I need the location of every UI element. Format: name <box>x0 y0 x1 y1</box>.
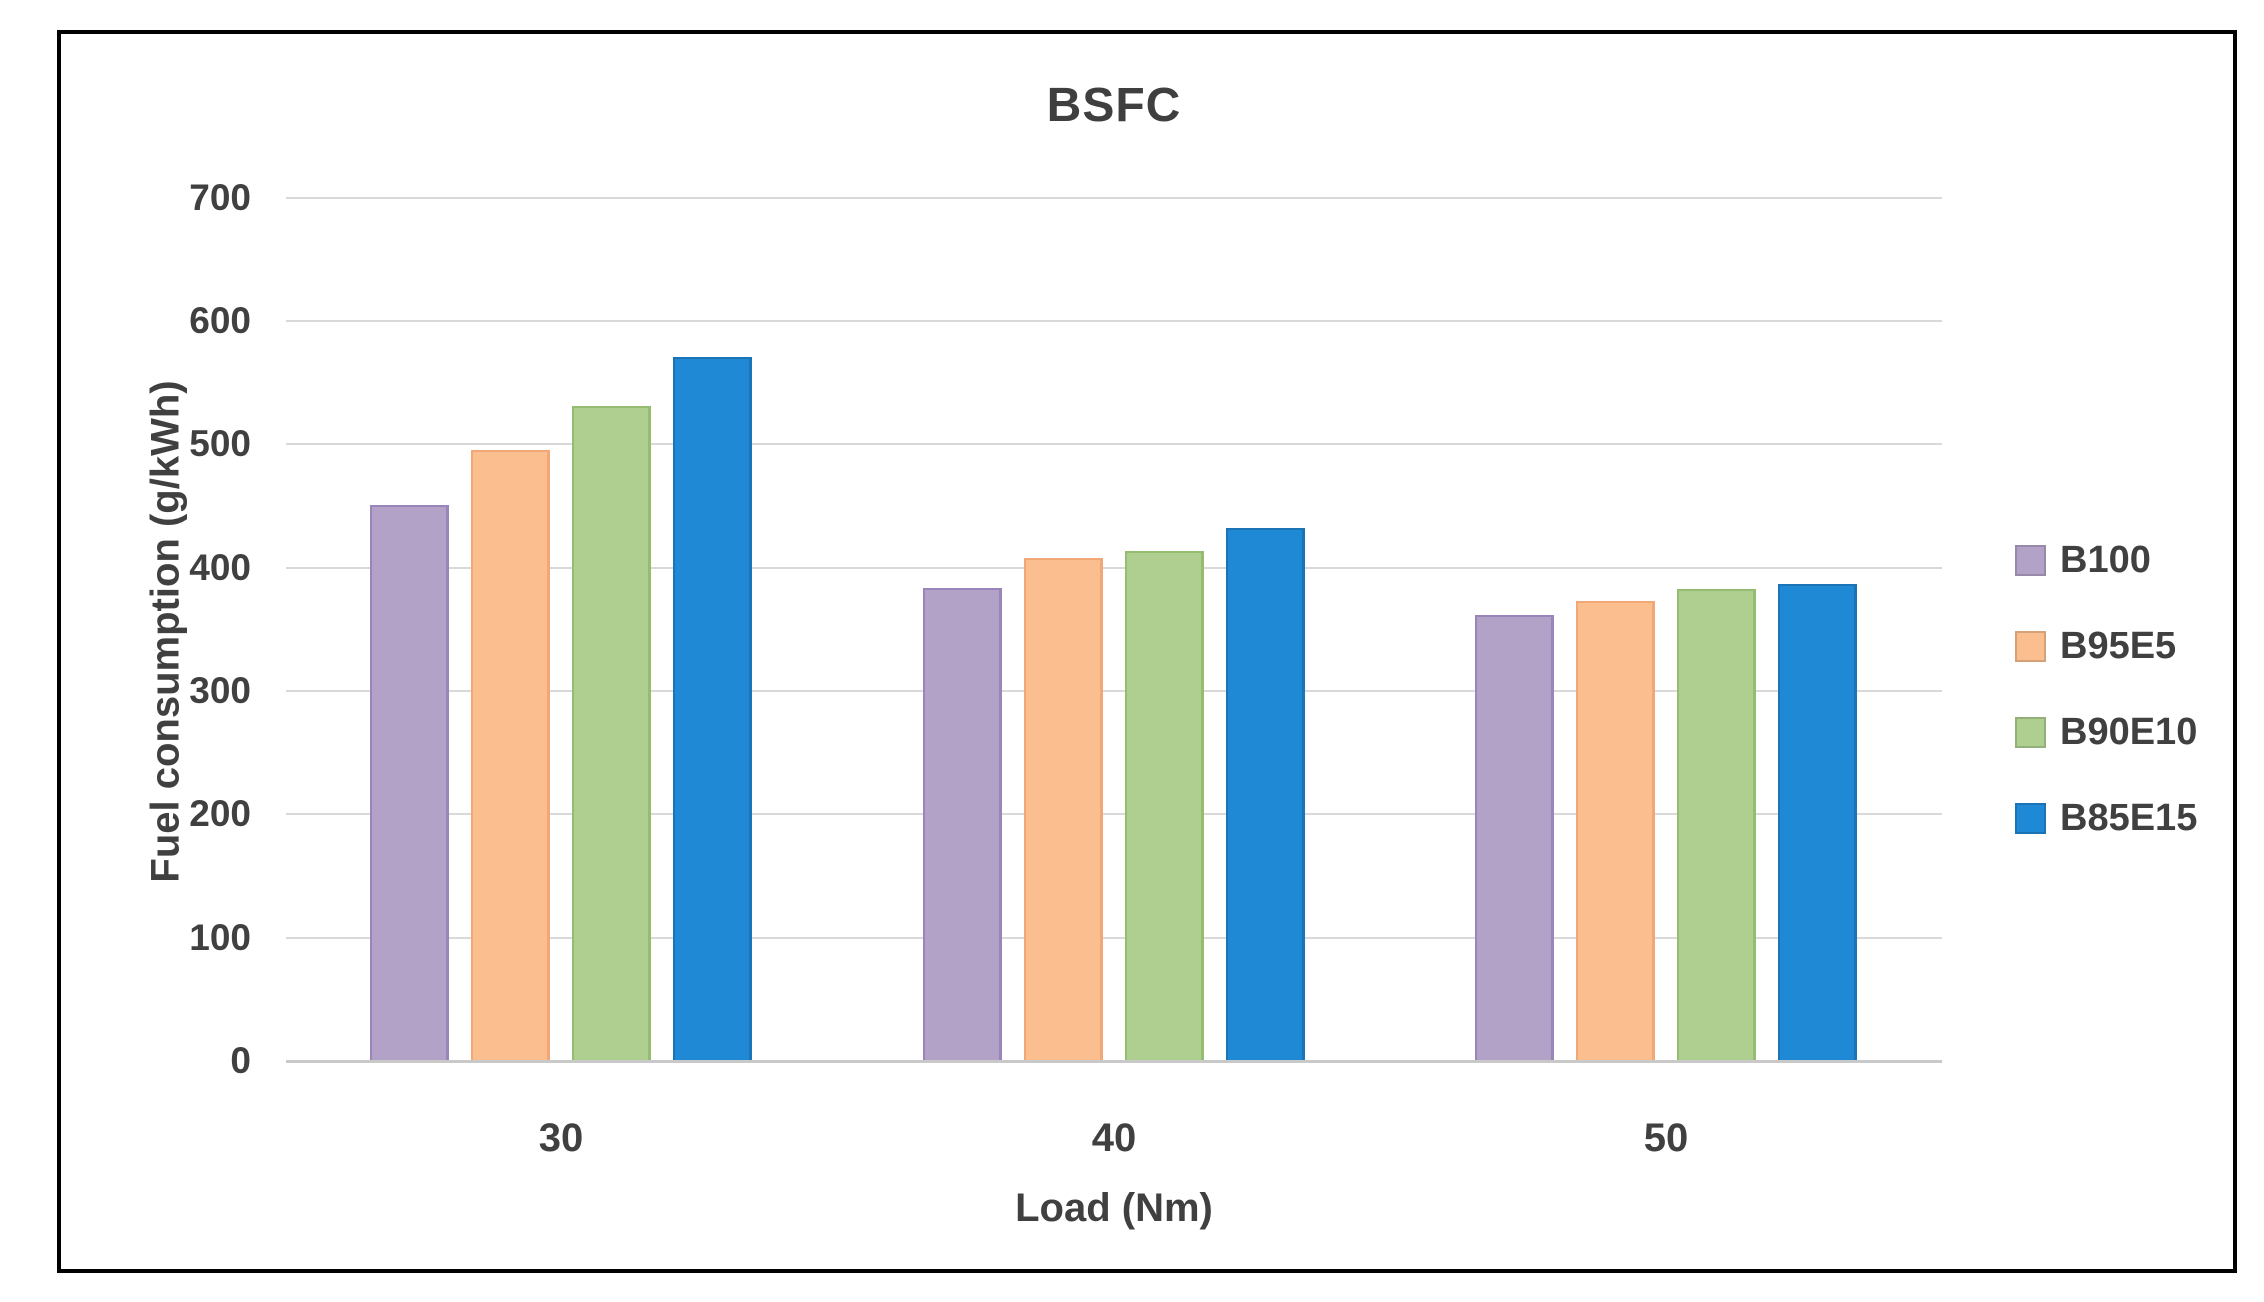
y-tick-label-0: 0 <box>230 1040 251 1081</box>
gridline-500 <box>286 443 1942 445</box>
gridline-400 <box>286 567 1942 569</box>
legend-item-B95E5: B95E5 <box>2015 626 2176 666</box>
bar-B100-load-40 <box>923 588 1002 1060</box>
bar-B90E10-load-50 <box>1677 589 1756 1060</box>
gridline-700 <box>286 197 1942 199</box>
bar-B95E5-load-40 <box>1024 558 1103 1060</box>
gridline-0 <box>286 1060 1942 1063</box>
gridline-300 <box>286 690 1942 692</box>
legend-item-B90E10: B90E10 <box>2015 712 2197 752</box>
x-tick-label-50: 50 <box>1643 1116 1689 1160</box>
y-tick-label-200: 200 <box>189 793 251 834</box>
y-tick-label-400: 400 <box>189 547 251 588</box>
legend-label-B100: B100 <box>2060 539 2151 581</box>
legend-swatch-B85E15 <box>2015 802 2046 834</box>
gridline-600 <box>286 320 1942 322</box>
legend-item-B85E15: B85E15 <box>2015 798 2197 838</box>
figure-frame: BSFC 700 600 500 400 300 200 100 0 Fuel consump… <box>57 30 2237 1273</box>
legend-swatch-B100 <box>2015 544 2046 576</box>
bar-B95E5-load-30 <box>471 450 550 1060</box>
bar-B85E15-load-50 <box>1778 584 1857 1060</box>
x-tick-label-40: 40 <box>1091 1116 1137 1160</box>
y-tick-label-700: 700 <box>189 177 251 218</box>
y-tick-label-600: 600 <box>189 300 251 341</box>
bar-B85E15-load-40 <box>1226 528 1305 1060</box>
bar-B95E5-load-50 <box>1576 601 1655 1060</box>
legend-swatch-B90E10 <box>2015 716 2046 748</box>
bar-B90E10-load-40 <box>1125 551 1204 1060</box>
legend-item-B100: B100 <box>2015 540 2151 580</box>
bar-B85E15-load-30 <box>673 357 752 1060</box>
bar-B100-load-30 <box>370 505 449 1060</box>
legend-label-B85E15: B85E15 <box>2060 797 2198 839</box>
y-axis-title: Fuel consumption (g/kWh) <box>143 380 188 883</box>
x-axis-title: Load (Nm) <box>1015 1186 1213 1230</box>
y-tick-label-100: 100 <box>189 917 251 958</box>
y-tick-label-500: 500 <box>189 423 251 464</box>
legend-swatch-B95E5 <box>2015 630 2046 662</box>
gridline-200 <box>286 813 1942 815</box>
bar-B90E10-load-30 <box>572 406 651 1060</box>
chart-title: BSFC <box>1046 79 1182 132</box>
legend-label-B90E10: B90E10 <box>2060 711 2198 753</box>
gridline-100 <box>286 937 1942 939</box>
bar-B100-load-50 <box>1475 615 1554 1060</box>
y-tick-label-300: 300 <box>189 670 251 711</box>
x-tick-label-30: 30 <box>538 1116 584 1160</box>
legend-label-B95E5: B95E5 <box>2060 625 2177 667</box>
